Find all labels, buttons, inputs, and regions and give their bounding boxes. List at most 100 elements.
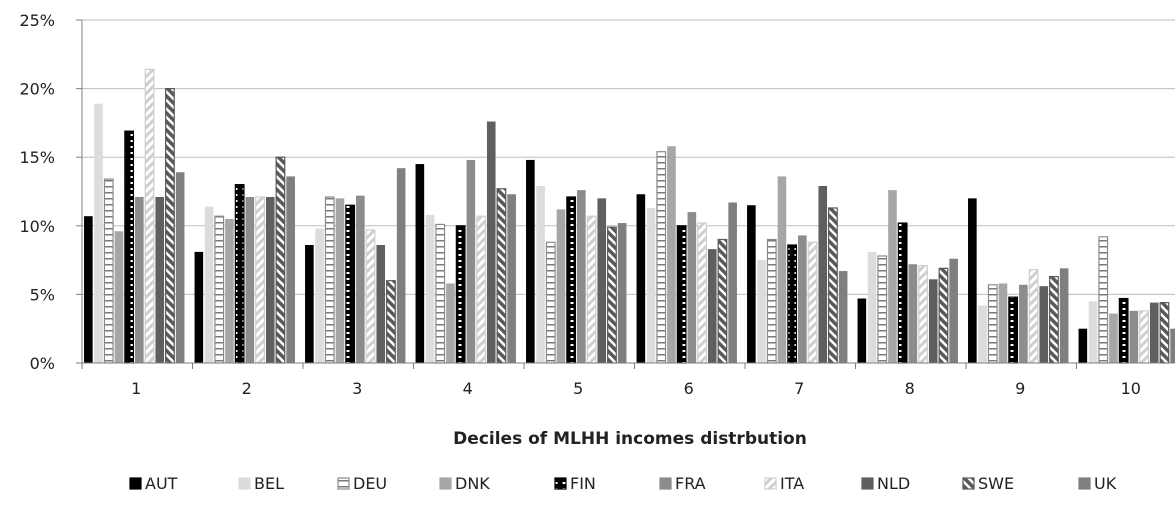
bar-bel-6 xyxy=(646,207,656,363)
bar-deu-4 xyxy=(435,223,446,364)
bar-ita-2 xyxy=(255,196,265,364)
legend-swatch-fra xyxy=(659,477,672,490)
bar-aut-3 xyxy=(305,245,314,363)
legend-label-fra: FRA xyxy=(675,474,706,493)
bar-fin-6 xyxy=(676,225,687,364)
bar-ita-8 xyxy=(918,264,928,364)
bar-nld-3 xyxy=(376,245,386,363)
bar-fra-6 xyxy=(687,212,697,363)
legend-swatch-ita xyxy=(764,477,777,490)
bar-dnk-9 xyxy=(998,283,1008,363)
bar-nld-9 xyxy=(1039,286,1049,363)
bar-dnk-8 xyxy=(888,190,897,363)
bar-aut-5 xyxy=(526,159,535,363)
x-tick-label: 7 xyxy=(794,379,804,398)
bar-deu-2 xyxy=(214,215,225,364)
legend-label-fin: FIN xyxy=(570,474,596,493)
bar-uk-4 xyxy=(507,194,516,363)
bar-fra-3 xyxy=(356,195,365,363)
bar-aut-2 xyxy=(194,251,204,363)
bar-fra-4 xyxy=(466,159,476,363)
bar-nld-4 xyxy=(486,121,496,363)
bar-ita-4 xyxy=(476,215,486,364)
bar-nld-5 xyxy=(597,198,607,363)
bar-aut-9 xyxy=(968,198,977,363)
bar-fra-5 xyxy=(577,190,586,363)
bar-uk-5 xyxy=(617,223,627,363)
bar-fin-9 xyxy=(1008,296,1019,364)
bar-bel-7 xyxy=(757,260,766,363)
bar-swe-3 xyxy=(386,280,396,364)
legend-label-swe: SWE xyxy=(978,474,1014,493)
bar-uk-9 xyxy=(1059,268,1069,363)
bar-uk-7 xyxy=(838,271,848,363)
legend-swatch-uk xyxy=(1078,477,1091,490)
x-tick-label: 1 xyxy=(131,379,141,398)
bar-fin-1 xyxy=(124,130,135,364)
x-tick-label: 3 xyxy=(352,379,362,398)
legend-swatch-aut xyxy=(129,477,142,490)
bar-swe-8 xyxy=(938,267,949,364)
legend-label-dnk: DNK xyxy=(455,474,490,493)
bar-swe-6 xyxy=(717,238,728,364)
bar-dnk-1 xyxy=(114,231,124,363)
bar-uk-1 xyxy=(175,172,185,363)
bar-bel-4 xyxy=(425,214,435,363)
y-tick-label: 0% xyxy=(30,354,55,373)
bar-dnk-3 xyxy=(335,198,345,363)
x-tick-label: 2 xyxy=(242,379,252,398)
bar-fra-9 xyxy=(1019,284,1028,363)
bar-fin-2 xyxy=(234,184,245,364)
bar-bel-8 xyxy=(867,251,877,363)
x-tick-label: 10 xyxy=(1121,379,1141,398)
bar-fra-10 xyxy=(1129,310,1139,363)
legend-label-deu: DEU xyxy=(353,474,387,493)
bar-bel-9 xyxy=(978,305,987,363)
bar-dnk-6 xyxy=(667,146,676,363)
bar-uk-2 xyxy=(286,176,295,363)
bar-uk-6 xyxy=(728,202,737,363)
bar-swe-5 xyxy=(607,226,617,364)
legend-swatch-swe xyxy=(962,477,975,490)
bar-fin-8 xyxy=(897,222,908,364)
legend-swatch-bel xyxy=(238,477,251,490)
bar-swe-10 xyxy=(1159,302,1170,364)
bar-deu-9 xyxy=(987,284,998,364)
legend-label-nld: NLD xyxy=(877,474,910,493)
x-tick-label: 8 xyxy=(905,379,915,398)
x-tick-label: 9 xyxy=(1015,379,1025,398)
bar-ita-10 xyxy=(1139,310,1149,364)
bar-aut-6 xyxy=(636,194,646,363)
legend-label-aut: AUT xyxy=(145,474,178,493)
bars xyxy=(84,68,1175,364)
legend-label-bel: BEL xyxy=(254,474,284,493)
bar-nld-7 xyxy=(818,186,828,363)
bar-swe-9 xyxy=(1049,275,1059,364)
bar-ita-6 xyxy=(697,222,707,364)
x-tick-label: 6 xyxy=(684,379,694,398)
y-tick-label: 25% xyxy=(19,11,55,30)
bar-deu-5 xyxy=(545,241,556,364)
legend-swatch-dnk xyxy=(439,477,452,490)
x-tick-label: 5 xyxy=(573,379,583,398)
bar-dnk-10 xyxy=(1109,313,1118,363)
bar-uk-3 xyxy=(396,168,406,363)
bar-fin-10 xyxy=(1118,297,1129,364)
bar-nld-2 xyxy=(265,196,275,363)
bar-deu-8 xyxy=(877,255,888,364)
bar-fra-7 xyxy=(798,235,807,363)
y-tick-label: 10% xyxy=(19,217,55,236)
bar-deu-10 xyxy=(1098,236,1109,364)
bar-aut-4 xyxy=(415,164,425,363)
bar-aut-10 xyxy=(1078,328,1088,363)
y-tick-label: 15% xyxy=(19,148,55,167)
x-tick-label: 4 xyxy=(463,379,473,398)
bar-ita-1 xyxy=(144,68,155,364)
bar-dnk-4 xyxy=(446,283,455,363)
bar-swe-4 xyxy=(496,188,507,364)
legend-swatch-fin xyxy=(554,477,567,490)
legend-label-uk: UK xyxy=(1094,474,1117,493)
bar-fin-3 xyxy=(345,204,356,364)
bar-nld-8 xyxy=(928,279,938,363)
